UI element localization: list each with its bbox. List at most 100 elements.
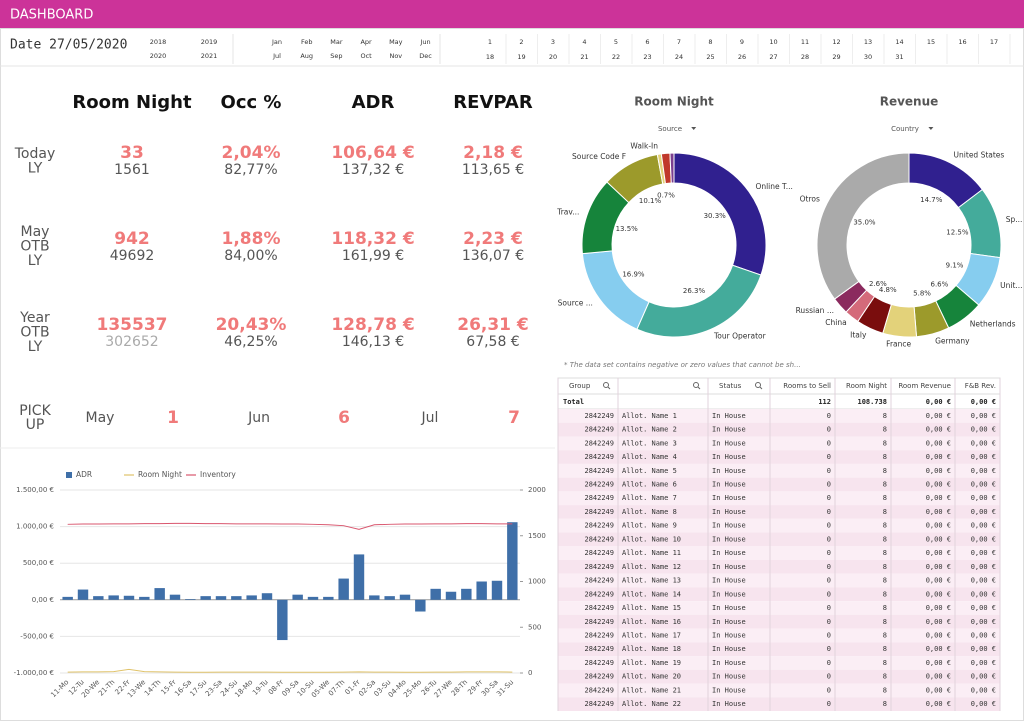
- bar: [261, 593, 273, 600]
- table-cell: 8: [883, 535, 887, 543]
- pie-category-label: Source ...: [558, 299, 593, 308]
- day-filter[interactable]: 20: [549, 53, 557, 61]
- day-filter[interactable]: 2: [519, 38, 523, 46]
- month-filter[interactable]: Jun: [419, 38, 430, 46]
- table-row-bg: [558, 683, 1000, 698]
- day-filter[interactable]: 14: [895, 38, 903, 46]
- day-filter[interactable]: 28: [801, 53, 809, 61]
- month-filter[interactable]: Apr: [360, 38, 372, 46]
- day-filter[interactable]: 16: [958, 38, 966, 46]
- table-total: Total: [563, 398, 584, 406]
- search-icon[interactable]: [693, 382, 699, 388]
- pie-dropdown[interactable]: Source: [658, 125, 682, 133]
- x-tick-label: 28-Th: [450, 678, 469, 697]
- month-filter[interactable]: Nov: [389, 52, 402, 60]
- table-row-bg: [558, 409, 1000, 423]
- day-filter[interactable]: 17: [990, 38, 998, 46]
- pickup-value: 6: [338, 408, 350, 428]
- pie-title: Revenue: [880, 95, 939, 109]
- day-filter[interactable]: 27: [769, 53, 777, 61]
- table-row-bg: [558, 642, 1000, 657]
- year-filter[interactable]: 2018: [150, 38, 167, 46]
- y-tick-label: 0,00 €: [32, 596, 54, 604]
- search-icon[interactable]: [697, 386, 701, 390]
- bar: [353, 554, 365, 600]
- day-filter[interactable]: 8: [708, 38, 712, 46]
- year-filter[interactable]: 2020: [150, 52, 167, 60]
- day-filter[interactable]: 26: [738, 53, 746, 61]
- table-header[interactable]: Status: [719, 382, 742, 390]
- day-filter[interactable]: 10: [769, 38, 777, 46]
- day-filter[interactable]: 1: [488, 38, 492, 46]
- table-cell: Allot. Name 17: [622, 632, 681, 640]
- day-filter[interactable]: 15: [927, 38, 935, 46]
- day-filter[interactable]: 22: [612, 53, 620, 61]
- day-filter[interactable]: 3: [551, 38, 555, 46]
- table-total: 0,00 €: [971, 398, 996, 406]
- table-cell: In House: [712, 439, 746, 447]
- day-filter[interactable]: 25: [706, 53, 714, 61]
- bar: [139, 596, 150, 600]
- month-filter[interactable]: Dec: [419, 52, 432, 60]
- table-header[interactable]: Room Night: [846, 382, 887, 390]
- month-filter[interactable]: Mar: [330, 38, 343, 46]
- pie-dropdown[interactable]: Country: [891, 125, 919, 133]
- year-filter[interactable]: 2019: [201, 38, 218, 46]
- dropdown-arrow[interactable]: [691, 127, 697, 130]
- day-filter[interactable]: 19: [517, 53, 525, 61]
- day-filter[interactable]: 7: [677, 38, 681, 46]
- table-cell: In House: [712, 481, 746, 489]
- month-filter[interactable]: May: [389, 38, 403, 46]
- month-filter[interactable]: Aug: [300, 52, 313, 60]
- table-header[interactable]: Room Revenue: [898, 382, 951, 390]
- search-icon[interactable]: [607, 386, 611, 390]
- table-cell: 0: [827, 673, 831, 681]
- day-filter[interactable]: 9: [740, 38, 744, 46]
- kpi-value: 106,64 €: [331, 143, 414, 163]
- search-icon[interactable]: [755, 382, 761, 388]
- month-filter[interactable]: Jul: [272, 52, 281, 60]
- year-filter[interactable]: 2021: [201, 52, 218, 60]
- table-cell: In House: [712, 604, 746, 612]
- day-filter[interactable]: 4: [582, 38, 586, 46]
- day-filter[interactable]: 29: [832, 53, 840, 61]
- table-cell: 0,00 €: [971, 426, 996, 434]
- y2-tick-label: 2000: [528, 486, 546, 494]
- bar: [461, 588, 472, 600]
- month-filter[interactable]: Feb: [301, 38, 313, 46]
- table-cell: 0,00 €: [926, 563, 951, 571]
- header-title: DASHBOARD: [10, 8, 93, 23]
- month-filter[interactable]: Oct: [360, 52, 372, 60]
- table-header[interactable]: Group: [569, 382, 591, 390]
- dropdown-arrow[interactable]: [928, 127, 934, 130]
- day-filter[interactable]: 21: [580, 53, 588, 61]
- search-icon[interactable]: [759, 386, 763, 390]
- kpi-value: 26,31 €: [457, 315, 529, 335]
- day-filter[interactable]: 13: [864, 38, 872, 46]
- table-cell: 0,00 €: [926, 508, 951, 516]
- table-cell: In House: [712, 563, 746, 571]
- table-cell: 2842249: [584, 686, 614, 694]
- table-header[interactable]: Rooms to Sell: [783, 382, 831, 390]
- table-cell: 0: [827, 467, 831, 475]
- day-filter[interactable]: 11: [801, 38, 809, 46]
- day-filter[interactable]: 30: [864, 53, 872, 61]
- table-header[interactable]: F&B Rev.: [965, 382, 996, 390]
- day-filter[interactable]: 12: [832, 38, 840, 46]
- day-filter[interactable]: 5: [614, 38, 618, 46]
- day-filter[interactable]: 24: [675, 53, 683, 61]
- day-filter[interactable]: 31: [895, 53, 903, 61]
- pie-category-label: United States: [954, 150, 1005, 159]
- table-cell: 8: [883, 467, 887, 475]
- search-icon[interactable]: [603, 382, 609, 388]
- day-filter[interactable]: 18: [486, 53, 494, 61]
- month-filter[interactable]: Jan: [271, 38, 282, 46]
- day-filter[interactable]: 6: [645, 38, 649, 46]
- table-cell: In House: [712, 700, 746, 708]
- table-cell: 0,00 €: [926, 453, 951, 461]
- bar: [384, 596, 395, 600]
- day-filter[interactable]: 23: [643, 53, 651, 61]
- table-cell: 0: [827, 590, 831, 598]
- month-filter[interactable]: Sep: [330, 52, 342, 60]
